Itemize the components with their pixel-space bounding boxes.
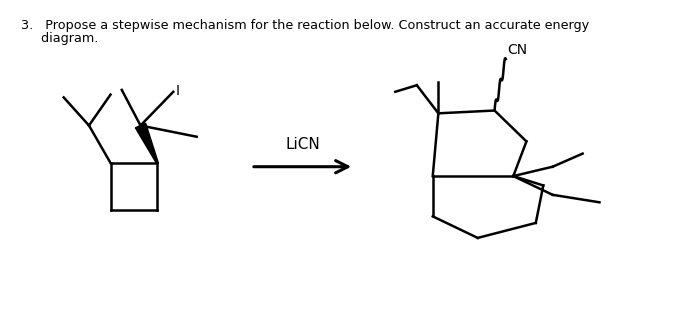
Polygon shape [135,123,158,163]
Text: 3.   Propose a stepwise mechanism for the reaction below. Construct an accurate : 3. Propose a stepwise mechanism for the … [20,19,589,32]
Text: I: I [176,84,180,98]
Text: diagram.: diagram. [20,32,98,45]
Text: CN: CN [508,43,528,57]
Text: LiCN: LiCN [285,137,320,152]
